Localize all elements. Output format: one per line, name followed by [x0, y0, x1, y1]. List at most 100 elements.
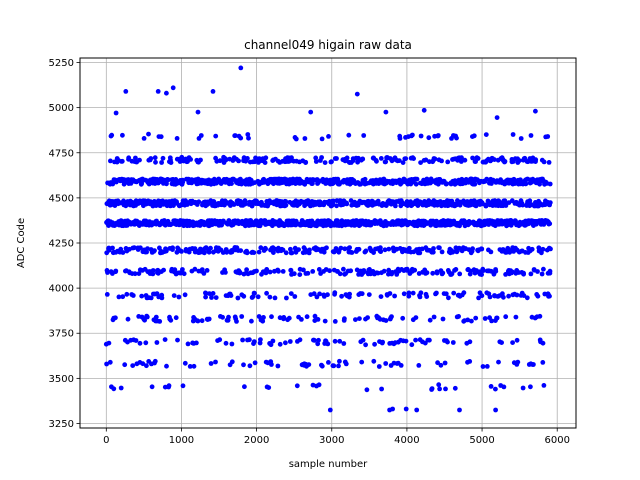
- data-point: [514, 337, 520, 343]
- data-point: [120, 294, 126, 300]
- data-point: [159, 295, 165, 301]
- data-point: [235, 295, 241, 301]
- data-point: [324, 245, 329, 251]
- data-point: [432, 156, 438, 162]
- data-point: [276, 268, 281, 274]
- data-point: [429, 386, 435, 391]
- data-point: [331, 363, 337, 369]
- y-tick-label: 3500: [49, 374, 74, 385]
- axis-ticks: 0 1000 2000 3000 4000 5000 6000 3250 3500 3750 400…: [49, 58, 570, 446]
- data-point: [153, 159, 158, 165]
- data-point: [386, 267, 392, 273]
- data-point: [267, 269, 273, 275]
- data-point: [294, 383, 300, 389]
- data-point: [280, 247, 286, 253]
- data-point: [401, 291, 407, 297]
- data-point: [392, 293, 397, 299]
- data-point: [488, 384, 494, 389]
- data-point: [364, 387, 370, 393]
- data-point: [332, 290, 338, 296]
- data-point: [238, 135, 244, 141]
- data-point: [346, 132, 352, 138]
- data-point: [459, 155, 464, 161]
- data-point: [360, 337, 366, 343]
- data-point: [319, 155, 324, 160]
- data-point: [239, 314, 245, 319]
- data-point: [139, 293, 145, 299]
- data-point: [527, 198, 533, 204]
- data-point: [292, 294, 298, 299]
- data-point: [426, 135, 432, 141]
- data-point: [168, 317, 174, 323]
- data-point: [247, 337, 252, 343]
- data-point: [528, 384, 533, 390]
- data-point: [506, 293, 511, 299]
- data-point: [143, 340, 149, 346]
- data-point: [132, 271, 138, 277]
- data-point: [413, 337, 418, 343]
- data-point: [266, 385, 272, 390]
- data-point: [434, 218, 439, 224]
- data-point: [376, 364, 382, 369]
- data-point: [130, 293, 136, 298]
- data-point: [267, 294, 273, 300]
- data-point: [440, 316, 446, 322]
- data-point: [268, 342, 274, 348]
- data-point: [361, 268, 367, 273]
- x-tick-label: 2000: [244, 435, 269, 446]
- data-point: [125, 316, 131, 322]
- data-point: [327, 268, 332, 274]
- data-point: [158, 134, 164, 140]
- data-point: [249, 203, 255, 209]
- data-point: [153, 314, 159, 320]
- data-point: [406, 245, 412, 251]
- data-point: [466, 219, 472, 225]
- data-point: [331, 198, 336, 204]
- data-point: [451, 290, 457, 296]
- data-point: [453, 267, 459, 272]
- data-point: [484, 364, 490, 369]
- data-point: [254, 218, 260, 224]
- data-point: [284, 295, 289, 301]
- data-point: [142, 317, 148, 323]
- data-point: [494, 315, 500, 321]
- x-tick-label: 1000: [169, 435, 194, 446]
- data-point: [150, 268, 156, 273]
- data-point: [280, 269, 286, 274]
- data-point: [446, 295, 451, 301]
- data-point: [264, 267, 270, 272]
- data-point: [496, 359, 501, 365]
- data-point: [547, 181, 553, 187]
- data-point: [216, 176, 222, 182]
- data-point: [236, 158, 242, 164]
- data-point: [416, 363, 422, 368]
- data-point: [366, 292, 372, 297]
- data-point: [374, 158, 379, 164]
- data-point: [304, 314, 310, 320]
- data-point: [439, 158, 444, 164]
- data-point: [194, 340, 199, 346]
- data-point: [487, 294, 493, 300]
- data-point: [201, 271, 207, 276]
- data-point: [245, 156, 250, 161]
- data-point: [528, 133, 534, 138]
- data-point: [264, 290, 269, 296]
- data-point: [334, 156, 339, 161]
- data-point: [199, 267, 205, 272]
- data-point: [252, 360, 258, 366]
- data-point: [251, 250, 257, 256]
- data-point: [144, 363, 149, 369]
- data-point: [503, 203, 509, 208]
- outlier-point: [354, 91, 360, 97]
- data-point: [182, 360, 188, 366]
- data-point: [283, 250, 289, 256]
- data-point: [458, 159, 464, 164]
- data-point: [344, 155, 350, 161]
- outlier-point: [533, 108, 538, 114]
- data-point: [528, 271, 534, 277]
- data-point: [381, 268, 387, 274]
- data-point: [299, 317, 304, 322]
- data-point: [510, 340, 515, 345]
- data-point: [120, 132, 125, 138]
- data-point: [223, 157, 229, 163]
